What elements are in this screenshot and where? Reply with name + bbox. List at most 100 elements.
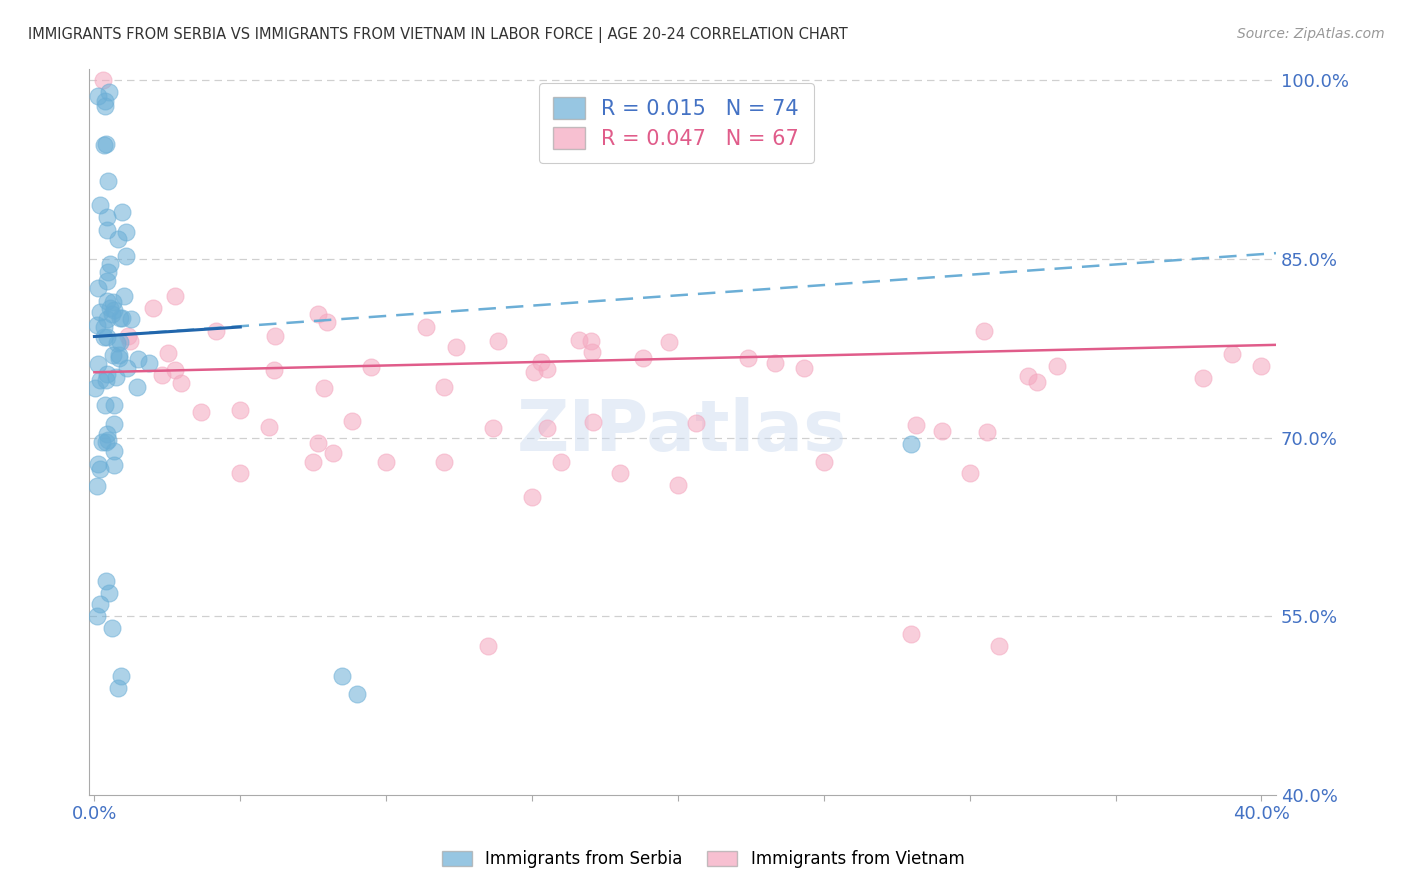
Point [101,295,124,310]
Point [163,289,186,303]
Point [86,609,108,624]
Text: Source: ZipAtlas.com: Source: ZipAtlas.com [1237,27,1385,41]
Point [89,304,111,318]
Point [96,427,118,442]
Point [117,329,139,343]
Point [737,351,759,365]
Point [666,478,689,492]
Point [97,174,120,188]
Point [89,197,111,211]
Point [101,348,124,362]
Point [89,373,111,387]
Point [115,360,138,375]
Point [433,454,456,468]
Point [523,365,546,379]
Point [314,381,336,395]
Point [103,458,125,473]
Point [127,380,149,394]
Point [579,334,602,348]
Legend: Immigrants from Serbia, Immigrants from Vietnam: Immigrants from Serbia, Immigrants from … [434,844,972,875]
Point [97,85,120,99]
Point [94,398,117,412]
Point [973,324,995,338]
Point [103,417,125,432]
Point [229,467,252,481]
Point [87,280,110,294]
Point [900,436,922,450]
Point [108,351,131,366]
Point [86,89,108,103]
Point [259,420,281,434]
Point [536,421,558,435]
Point [486,334,509,348]
Point [97,433,120,447]
Point [322,446,344,460]
Point [108,310,131,325]
Point [89,598,111,612]
Point [763,356,786,370]
Point [120,334,142,348]
Point [931,424,953,438]
Point [93,138,115,153]
Point [105,336,128,351]
Point [477,639,499,653]
Point [87,457,110,471]
Point [657,334,679,349]
Point [1017,369,1039,384]
Point [170,376,193,390]
Point [96,434,118,449]
Point [98,257,121,271]
Point [86,318,108,332]
Point [190,405,212,419]
Point [96,210,118,224]
Point [96,223,118,237]
Point [582,416,605,430]
Point [1250,359,1272,374]
Point [89,461,111,475]
Point [84,381,107,395]
Point [793,361,815,376]
Point [105,370,128,384]
Text: ZIPatlas: ZIPatlas [517,397,848,467]
Point [520,491,543,505]
Point [87,357,110,371]
Point [110,669,132,683]
Point [96,367,118,381]
Point [107,231,129,245]
Point [107,681,129,695]
Point [415,320,437,334]
Point [94,137,117,152]
Point [567,333,589,347]
Point [550,454,572,468]
Point [111,311,134,326]
Point [536,362,558,376]
Point [120,312,142,326]
Point [103,303,125,318]
Point [685,416,707,430]
Point [433,380,456,394]
Point [94,373,117,387]
Point [375,454,398,468]
Point [959,467,981,481]
Point [111,205,134,219]
Point [101,621,124,635]
Point [264,329,287,343]
Point [142,301,165,315]
Point [346,687,368,701]
Point [101,307,124,321]
Point [1025,375,1047,389]
Point [108,335,131,350]
Point [263,363,285,377]
Point [127,351,149,366]
Point [631,351,654,366]
Point [204,324,226,338]
Point [315,315,337,329]
Text: IMMIGRANTS FROM SERBIA VS IMMIGRANTS FROM VIETNAM IN LABOR FORCE | AGE 20-24 COR: IMMIGRANTS FROM SERBIA VS IMMIGRANTS FRO… [28,27,848,43]
Point [307,306,329,320]
Point [108,348,131,362]
Point [93,99,115,113]
Point [96,274,118,288]
Point [98,585,121,599]
Point [1046,359,1069,374]
Point [360,359,382,374]
